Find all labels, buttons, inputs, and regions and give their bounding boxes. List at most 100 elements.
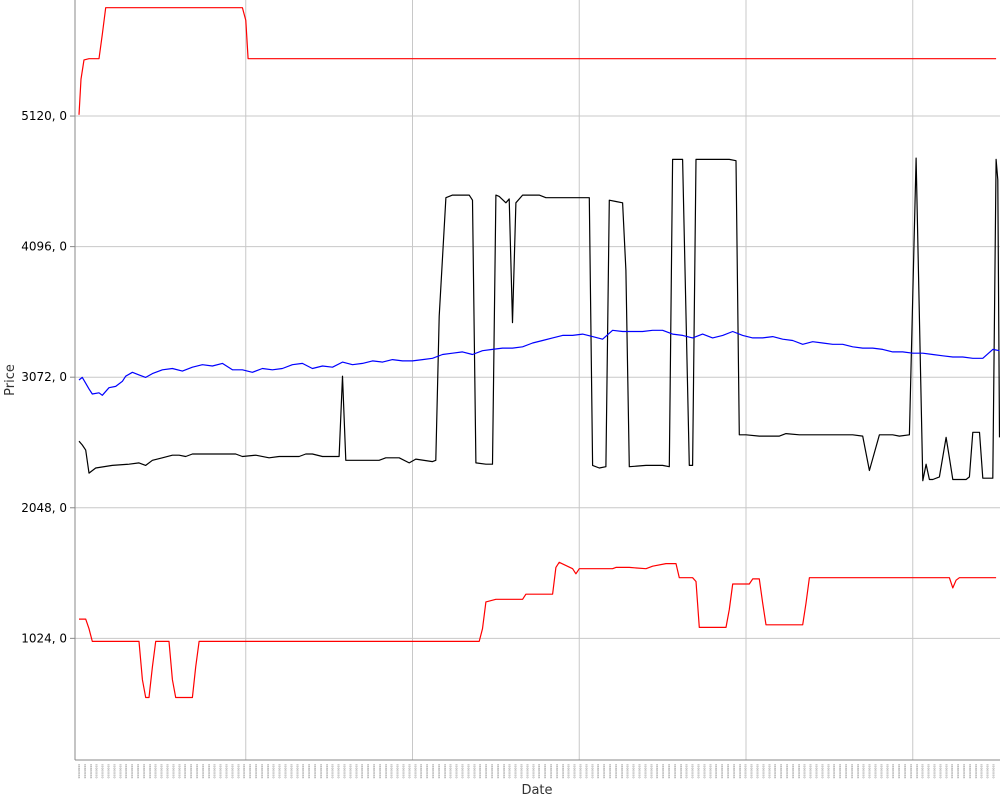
date-tick-label: 00000000: [832, 764, 836, 779]
date-tick-label: 00000000: [820, 764, 824, 779]
y-axis-title: Price: [3, 364, 18, 396]
date-tick-label: 00000000: [502, 764, 506, 779]
date-tick-label: 00000000: [319, 764, 323, 779]
date-tick-label: 00000000: [160, 764, 164, 779]
date-tick-label: 00000000: [520, 764, 524, 779]
date-tick-label: 00000000: [809, 764, 813, 779]
date-tick-label: 00000000: [797, 764, 801, 779]
y-tick-labels: 1024, 0 2048, 0 3072, 0 4096, 0 5120, 0: [21, 109, 67, 645]
date-tick-label: 00000000: [980, 764, 984, 779]
date-tick-label: 00000000: [248, 764, 252, 779]
date-tick-label: 00000000: [986, 764, 990, 779]
date-tick-label: 00000000: [626, 764, 630, 779]
date-tick-label: 00000000: [632, 764, 636, 779]
date-tick-label: 00000000: [130, 764, 134, 779]
date-tick-label: 00000000: [868, 764, 872, 779]
date-tick-label: 00000000: [720, 764, 724, 779]
date-tick-label: 00000000: [254, 764, 258, 779]
date-tick-label: 00000000: [726, 764, 730, 779]
date-tick-label: 00000000: [77, 764, 81, 779]
date-tick-label: 00000000: [673, 764, 677, 779]
date-tick-label: 00000000: [313, 764, 317, 779]
date-tick-label: 00000000: [744, 764, 748, 779]
date-tick-label: 00000000: [142, 764, 146, 779]
date-tick-label: 00000000: [219, 764, 223, 779]
date-tick-label: 00000000: [390, 764, 394, 779]
date-tick-label: 00000000: [555, 764, 559, 779]
date-tick-label: 00000000: [856, 764, 860, 779]
x-tick-labels: 00000000 00000000 00000000 00000000 00000000…: [77, 764, 996, 779]
date-tick-label: 00000000: [242, 764, 246, 779]
date-tick-label: 00000000: [879, 764, 883, 779]
date-tick-label: 00000000: [885, 764, 889, 779]
date-tick-label: 00000000: [396, 764, 400, 779]
date-tick-label: 00000000: [189, 764, 193, 779]
date-tick-label: 00000000: [284, 764, 288, 779]
date-tick-label: 00000000: [685, 764, 689, 779]
date-tick-label: 00000000: [921, 764, 925, 779]
series-lines: [78, 7, 1000, 699]
date-tick-label: 00000000: [537, 764, 541, 779]
date-tick-label: 00000000: [95, 764, 99, 779]
date-tick-label: 00000000: [354, 764, 358, 779]
date-tick-label: 00000000: [360, 764, 364, 779]
date-tick-label: 00000000: [337, 764, 341, 779]
date-tick-label: 00000000: [785, 764, 789, 779]
date-tick-label: 00000000: [236, 764, 240, 779]
date-tick-label: 00000000: [419, 764, 423, 779]
date-tick-label: 00000000: [614, 764, 618, 779]
date-tick-label: 00000000: [195, 764, 199, 779]
date-tick-label: 00000000: [514, 764, 518, 779]
date-tick-label: 00000000: [791, 764, 795, 779]
date-tick-label: 00000000: [915, 764, 919, 779]
date-tick-label: 00000000: [101, 764, 105, 779]
date-tick-label: 00000000: [903, 764, 907, 779]
date-tick-label: 00000000: [927, 764, 931, 779]
date-tick-label: 00000000: [620, 764, 624, 779]
date-tick-label: 00000000: [667, 764, 671, 779]
date-tick-label: 00000000: [561, 764, 565, 779]
date-tick-label: 00000000: [773, 764, 777, 779]
date-tick-label: 00000000: [407, 764, 411, 779]
date-tick-label: 00000000: [136, 764, 140, 779]
date-tick-label: 00000000: [171, 764, 175, 779]
date-tick-label: 00000000: [573, 764, 577, 779]
date-tick-label: 00000000: [272, 764, 276, 779]
date-tick-label: 00000000: [862, 764, 866, 779]
series-line-1: [78, 7, 997, 115]
date-tick-label: 00000000: [166, 764, 170, 779]
y-tick-label: 2048, 0: [21, 501, 67, 515]
date-tick-label: 00000000: [225, 764, 229, 779]
date-tick-label: 00000000: [437, 764, 441, 779]
date-tick-label: 00000000: [384, 764, 388, 779]
date-tick-label: 00000000: [950, 764, 954, 779]
date-tick-label: 00000000: [697, 764, 701, 779]
date-tick-label: 00000000: [844, 764, 848, 779]
date-tick-label: 00000000: [443, 764, 447, 779]
date-tick-label: 00000000: [732, 764, 736, 779]
date-tick-label: 00000000: [295, 764, 299, 779]
date-tick-label: 00000000: [177, 764, 181, 779]
date-tick-label: 00000000: [112, 764, 116, 779]
y-tick-label: 4096, 0: [21, 240, 67, 254]
date-tick-label: 00000000: [496, 764, 500, 779]
date-tick-label: 00000000: [992, 764, 996, 779]
y-tick-label: 3072, 0: [21, 370, 67, 384]
date-tick-label: 00000000: [761, 764, 765, 779]
date-tick-label: 00000000: [378, 764, 382, 779]
date-tick-label: 00000000: [301, 764, 305, 779]
date-tick-label: 00000000: [826, 764, 830, 779]
date-tick-label: 00000000: [974, 764, 978, 779]
date-tick-label: 00000000: [590, 764, 594, 779]
date-tick-label: 00000000: [449, 764, 453, 779]
date-tick-label: 00000000: [968, 764, 972, 779]
date-tick-label: 00000000: [679, 764, 683, 779]
x-axis-title: Date: [521, 783, 552, 798]
date-tick-label: 00000000: [402, 764, 406, 779]
date-tick-label: 00000000: [484, 764, 488, 779]
date-tick-label: 00000000: [260, 764, 264, 779]
date-tick-label: 00000000: [608, 764, 612, 779]
date-tick-label: 00000000: [838, 764, 842, 779]
date-tick-label: 00000000: [148, 764, 152, 779]
